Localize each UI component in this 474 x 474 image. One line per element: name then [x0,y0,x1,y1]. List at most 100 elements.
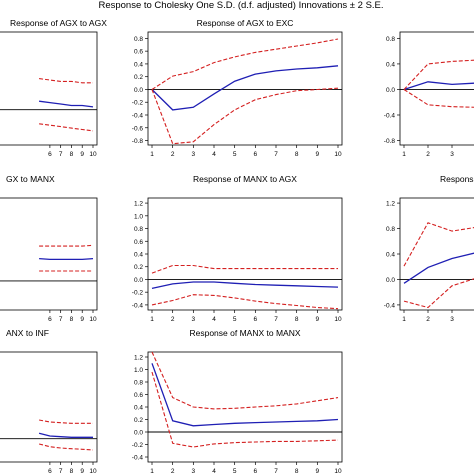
y-tick-label: 0.0 [134,277,143,284]
response-line [151,65,339,111]
chart-panel-4: GX to MANX 6 7 8 9 10 [0,174,98,323]
y-tick-label: 0.0 [134,87,143,94]
y-tick-label: -0.2 [132,290,144,297]
y-tick-label: 1.0 [134,367,143,374]
plot-frame [399,31,474,146]
x-tick-label: 10 [334,468,342,474]
x-tick-label: 10 [89,316,97,323]
x-tick-label: 9 [80,151,84,158]
x-tick-label: 4 [212,468,216,474]
panel-title: Response of MANX to MANX [189,328,300,338]
x-tick-label: 8 [295,151,299,158]
x-tick-label: 3 [450,316,454,323]
panel-title: Response of AGX to EXC [197,18,294,28]
x-tick-label: 3 [450,151,454,158]
y-tick-label: 0.8 [134,226,143,233]
y-tick-label: 0.4 [134,252,143,259]
upper-band-line [403,222,474,267]
x-tick-label: 8 [70,316,74,323]
x-tick-label: 9 [316,316,320,323]
y-tick-label: 0.0 [386,277,395,284]
y-tick-label: 1.2 [134,355,143,362]
y-tick-label: 0.8 [134,380,143,387]
upper-band-line [39,244,94,247]
y-tick-label: -0.2 [132,442,144,449]
x-tick-label: 4 [212,316,216,323]
lower-band-line [151,87,339,145]
upper-band-line [151,38,339,90]
y-tick-label: 0.4 [134,61,143,68]
y-tick-label: 0.6 [134,49,143,56]
lower-band-line [403,89,474,108]
panel-title: Response of MANX to AGX [193,174,297,184]
x-tick-label: 9 [80,316,84,323]
y-tick-label: -0.6 [132,125,144,132]
lower-band-line [151,371,339,448]
x-tick-label: 7 [274,316,278,323]
y-tick-label: 0.8 [134,36,143,43]
x-tick-label: 1 [150,468,154,474]
x-tick-label: 7 [274,151,278,158]
response-line [39,257,94,261]
x-tick-label: 6 [254,316,258,323]
upper-band-line [151,351,339,410]
x-tick-label: 1 [402,316,406,323]
x-tick-label: 1 [402,151,406,158]
x-tick-label: 4 [212,151,216,158]
x-tick-label: 10 [89,468,97,474]
y-tick-label: 1.2 [134,201,143,208]
y-tick-label: 0.8 [386,36,395,43]
y-tick-label: -0.4 [132,455,144,462]
x-tick-label: 5 [233,151,237,158]
response-line [39,100,94,108]
x-tick-label: 9 [316,468,320,474]
x-tick-label: 8 [295,468,299,474]
x-tick-label: 2 [426,316,430,323]
plot-frame [147,31,343,146]
x-tick-label: 6 [48,316,52,323]
x-tick-label: 6 [254,151,258,158]
upper-band-line [38,419,93,424]
x-tick-label: 5 [233,316,237,323]
plot-frame [0,197,98,311]
upper-band-line [151,264,338,274]
y-tick-label: 0.6 [134,392,143,399]
y-tick-label: 0.2 [134,264,143,271]
x-tick-label: 3 [192,316,196,323]
x-tick-label: 6 [48,151,52,158]
panel-title: Respons [440,174,474,184]
lower-band-line [39,123,94,132]
y-tick-label: 0.8 [386,226,395,233]
x-tick-label: 7 [59,151,63,158]
response-line [403,81,474,91]
x-tick-label: 8 [70,151,74,158]
y-tick-label: 1.2 [386,201,395,208]
x-tick-label: 10 [334,151,342,158]
plot-frame [0,31,98,146]
x-tick-label: 8 [70,468,74,474]
x-tick-label: 3 [192,151,196,158]
figure-title: Response to Cholesky One S.D. (d.f. adju… [98,0,383,11]
lower-band-line [403,278,474,309]
y-tick-label: -0.4 [384,302,396,309]
y-tick-label: 0.2 [134,74,143,81]
x-tick-label: 2 [171,316,175,323]
y-tick-label: 0.4 [386,252,395,259]
x-tick-label: 3 [192,468,196,474]
x-tick-label: 1 [150,316,154,323]
plot-frame [0,351,98,463]
y-tick-label: -0.4 [132,302,144,309]
y-tick-label: -0.4 [384,112,396,119]
chart-panel-8: Response of MANX to MANX 1.2 1.0 0.8 0.6 0.4 0… [132,328,343,474]
x-tick-label: 10 [89,151,97,158]
panel-title: ANX to INF [6,328,49,338]
response-line [403,252,474,284]
plot-frame [147,197,343,311]
x-tick-label: 7 [59,316,63,323]
y-tick-label: 0.2 [134,417,143,424]
lower-band-line [151,294,339,310]
x-tick-label: 5 [233,468,237,474]
x-tick-label: 1 [150,151,154,158]
